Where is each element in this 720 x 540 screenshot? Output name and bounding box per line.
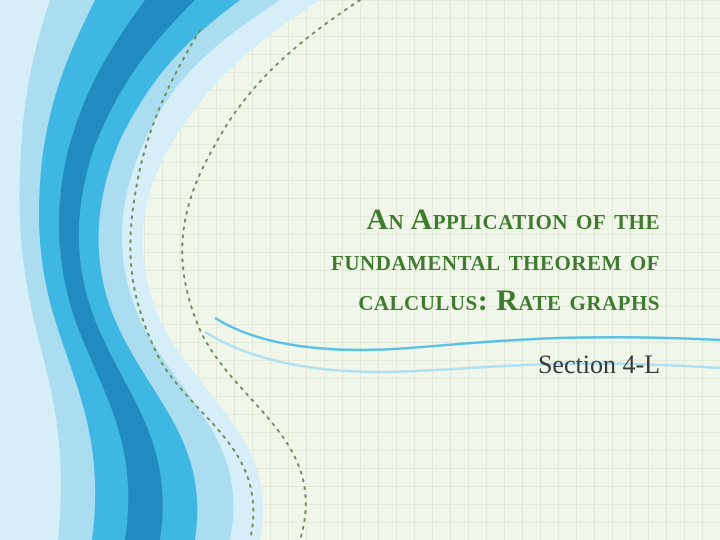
slide-title: An Application of the fundamental theore…: [220, 200, 660, 322]
slide-subtitle: Section 4-L: [220, 350, 660, 380]
slide-container: An Application of the fundamental theore…: [0, 0, 720, 540]
text-block: An Application of the fundamental theore…: [220, 200, 660, 380]
